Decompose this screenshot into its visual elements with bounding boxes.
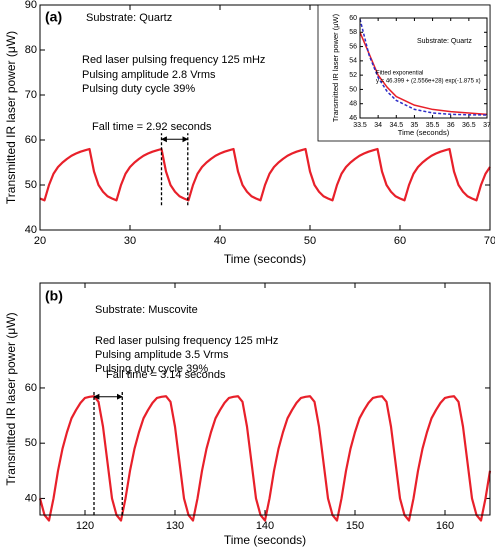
y-tick-label: 70 [25, 89, 37, 101]
y-tick-label: 60 [349, 15, 357, 22]
x-tick-label: 40 [214, 235, 226, 247]
annotation: Pulsing duty cycle 39% [95, 363, 208, 375]
x-tick-label: 20 [34, 235, 46, 247]
y-tick-label: 80 [25, 44, 37, 56]
y-tick-label: 40 [25, 492, 37, 504]
x-axis-label: Time (seconds) [224, 252, 306, 266]
y-tick-label: 52 [349, 72, 357, 79]
y-tick-label: 58 [349, 29, 357, 36]
legend-label: Fitted exponential [376, 71, 423, 77]
x-tick-label: 36.5 [462, 122, 476, 129]
x-tick-label: 120 [76, 520, 94, 532]
x-tick-label: 37 [483, 122, 491, 129]
fall-time-label: Fall time = 2.92 seconds [92, 121, 212, 133]
y-axis-label: Transmitted IR laser power (μW) [4, 312, 18, 485]
annotation: Pulsing duty cycle 39% [82, 83, 195, 95]
x-tick-label: 34.5 [389, 122, 403, 129]
x-tick-label: 36 [447, 122, 455, 129]
annotation: Red laser pulsing frequency 125 mHz [95, 335, 278, 347]
x-tick-label: 30 [124, 235, 136, 247]
plot-frame [359, 17, 488, 119]
y-tick-label: 50 [349, 86, 357, 93]
x-axis-label: Time (seconds) [398, 128, 450, 137]
y-tick-label: 46 [349, 115, 357, 122]
annotation: Substrate: Quartz [86, 12, 172, 24]
x-tick-label: 70 [484, 235, 495, 247]
y-axis-label: Transmitted IR laser power (μW) [331, 13, 340, 122]
annotation: (a) [45, 9, 62, 25]
x-tick-label: 34 [374, 122, 382, 129]
y-tick-label: 54 [349, 58, 357, 65]
annotation: (b) [45, 288, 63, 304]
data-line [359, 18, 488, 116]
x-tick-label: 50 [304, 235, 316, 247]
annotation: Substrate: Quartz [417, 38, 472, 45]
y-tick-label: 48 [349, 101, 357, 108]
annotation: Pulsing amplitude 2.8 Vrms [82, 69, 216, 81]
y-axis-label: Transmitted IR laser power (μW) [4, 31, 18, 204]
y-tick-label: 50 [25, 437, 37, 449]
y-tick-label: 40 [25, 224, 37, 236]
x-tick-label: 35.5 [426, 122, 440, 129]
y-tick-label: 60 [25, 382, 37, 394]
y-tick-label: 56 [349, 43, 357, 50]
x-tick-label: 33.5 [353, 122, 367, 129]
annotation: Substrate: Muscovite [95, 304, 198, 316]
y-tick-label: 90 [25, 0, 37, 11]
x-tick-label: 35 [411, 122, 419, 129]
annotation: Red laser pulsing frequency 125 mHz [82, 54, 265, 66]
annotation: y = 46.399 + (2.556e+28) exp(-1.875 x) [376, 79, 481, 85]
x-tick-label: 130 [166, 520, 184, 532]
data-line [38, 395, 492, 522]
plot-frame [39, 282, 491, 516]
x-tick-label: 160 [436, 520, 454, 532]
y-tick-label: 50 [25, 179, 37, 191]
annotation: Pulsing amplitude 3.5 Vrms [95, 349, 229, 361]
y-tick-label: 60 [25, 134, 37, 146]
data-line [39, 147, 491, 202]
fall-time-label: Fall time = 3.14 seconds [106, 369, 226, 381]
x-tick-label: 150 [346, 520, 364, 532]
x-tick-label: 60 [394, 235, 406, 247]
x-axis-label: Time (seconds) [224, 533, 306, 547]
x-tick-label: 140 [256, 520, 274, 532]
